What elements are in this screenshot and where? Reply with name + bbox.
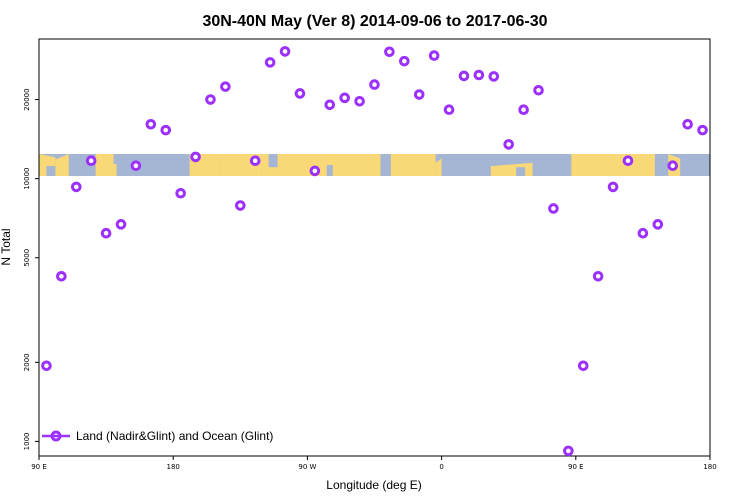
data-point [652,219,664,230]
ocean-region [268,154,278,168]
land-region [55,154,69,176]
x-tick-label: 90 W [298,463,316,471]
data-point [473,69,485,81]
data-point [622,155,634,167]
data-point [190,151,201,163]
data-point [533,84,544,96]
data-point [175,187,186,199]
data-point [354,95,365,107]
data-point [145,119,157,130]
data-point [413,89,425,100]
data-point [249,155,261,167]
data-point [428,50,440,61]
x-axis-label: Longitude (deg E) [326,478,421,492]
data-markers [41,46,708,457]
ocean-region [516,167,526,176]
land-region [95,154,117,176]
data-point [637,227,649,239]
y-axis-label: N Total [0,228,13,265]
ocean-region [459,154,472,161]
data-point [264,57,276,68]
x-tick-label: 90 E [568,463,584,471]
data-point [41,360,52,372]
chart-title: 30N-40N May (Ver 8) 2014-09-06 to 2017-0… [202,13,547,30]
data-point [100,227,112,239]
data-point [592,270,604,282]
land-region [435,158,442,176]
data-point [399,55,410,67]
data-point [309,165,321,177]
land-region [328,154,381,176]
data-point [548,203,559,214]
y-tick-label: 20000 [23,88,31,110]
legend-marker-swatch [50,430,62,442]
data-point [563,445,574,457]
land-region [390,154,436,176]
legend-label: Land (Nadir&Glint) and Ocean (Glint) [76,429,273,443]
data-point [488,71,500,82]
data-point [369,79,380,90]
data-point [85,155,97,167]
data-point [518,104,529,115]
legend: Land (Nadir&Glint) and Ocean (Glint) [42,429,273,443]
ocean-region [657,165,667,176]
x-tick-label: 90 E [31,463,47,471]
y-tick-label: 1000 [23,432,31,450]
data-point [115,219,127,230]
data-point [339,92,350,104]
x-tick-label: 0 [439,463,443,471]
ocean-region [441,167,451,176]
x-tick-label: 180 [167,463,180,471]
data-point [324,99,336,111]
data-point [130,160,142,172]
data-point [667,160,679,172]
ocean-region [113,154,129,164]
data-point [235,200,246,211]
data-point [70,181,82,193]
y-tick-label: 10000 [23,168,31,190]
data-point [279,46,291,57]
plot-frame [38,38,711,457]
data-point [577,360,589,372]
data-point [697,124,708,136]
y-axis: 1000 2000 5000 10000 20000 [23,88,39,450]
y-tick-label: 5000 [23,249,31,267]
data-point [443,104,455,115]
ocean-region [46,166,56,176]
data-point [205,94,216,105]
data-point [294,88,306,99]
land-region [276,154,335,176]
land-region [571,154,655,176]
x-axis: 90 E 180 90 W 0 90 E 180 [31,456,717,471]
data-point [384,46,395,58]
data-point [607,181,619,193]
data-point [682,119,693,130]
x-tick-label: 180 [703,463,716,471]
data-point [160,124,172,136]
ocean-region [326,165,333,176]
data-point [458,70,470,82]
data-point [220,81,231,92]
y-tick-label: 2000 [23,353,31,371]
data-point [503,139,515,150]
data-point [56,270,67,282]
